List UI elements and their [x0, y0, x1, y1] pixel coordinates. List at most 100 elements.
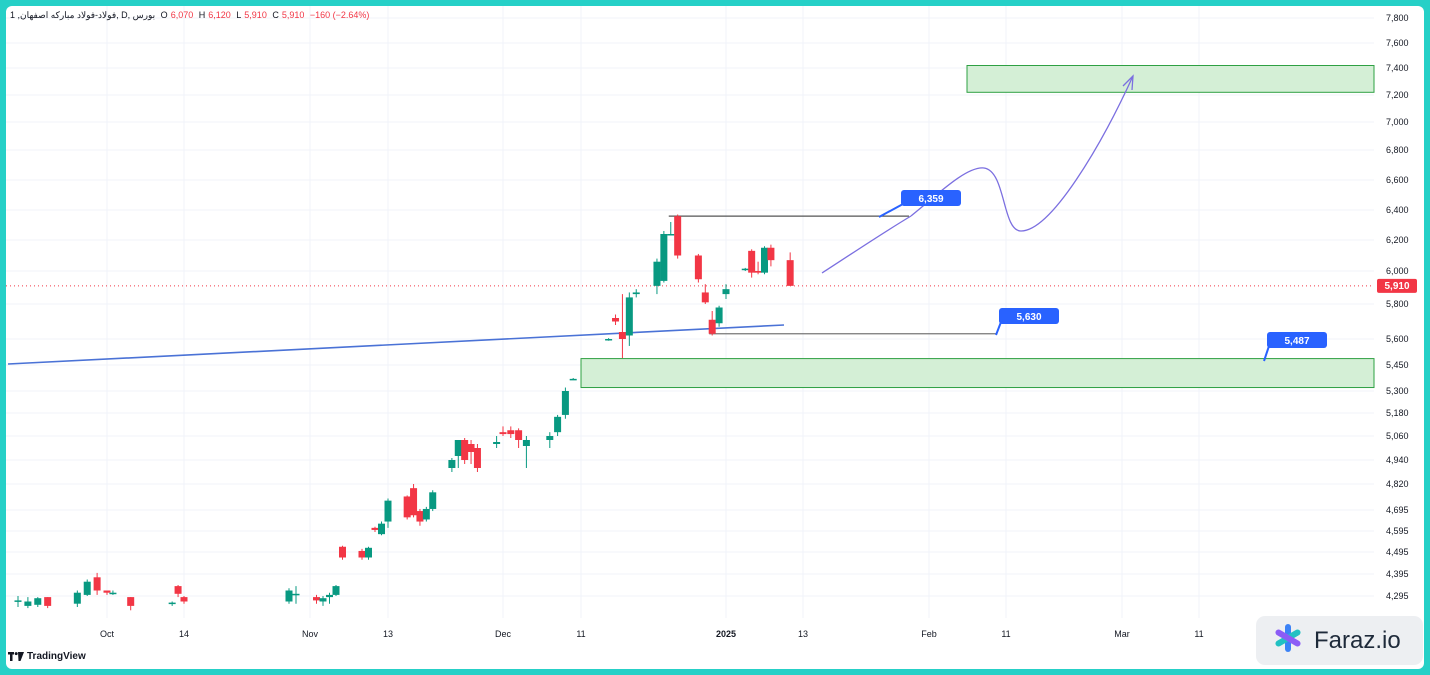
y-tick-label: 7,400 [1386, 63, 1409, 73]
candle-body [103, 590, 111, 593]
supply-demand-zone [580, 358, 1375, 389]
candle-body [561, 391, 569, 415]
x-tick-label: Nov [302, 629, 319, 639]
candle-body [708, 319, 716, 334]
callout-pointer [1263, 345, 1270, 362]
trend-line [7, 324, 785, 365]
candle-body [358, 550, 366, 558]
candle-body [332, 586, 340, 595]
y-tick-label: 5,800 [1386, 299, 1409, 309]
candle-body [422, 508, 430, 520]
y-tick-label: 4,940 [1386, 455, 1409, 465]
y-tick-label: 4,495 [1386, 547, 1409, 557]
candlestick-chart[interactable]: 7,800 7,600 7,400 7,200 7,000 6,800 6,600 6,400… [6, 6, 1424, 669]
candle-body [127, 597, 135, 606]
candle-body [371, 527, 379, 530]
callout-pointer [995, 321, 1002, 336]
candle-body [44, 597, 52, 606]
y-tick-label: 6,200 [1386, 235, 1409, 245]
candle-body [715, 307, 723, 324]
faraz-logo-icon [1272, 622, 1304, 659]
tradingview-icon [8, 652, 24, 661]
y-tick-label: 5,450 [1386, 360, 1409, 370]
candle-body [569, 378, 577, 381]
candle-body [73, 592, 81, 604]
candle-body [467, 444, 475, 452]
candle-body [722, 289, 730, 295]
candle-body [667, 234, 675, 236]
price-callout-box [999, 308, 1059, 324]
x-tick-label: Oct [100, 629, 115, 639]
faraz-watermark: Faraz.io [1256, 616, 1423, 665]
candle-body [754, 271, 762, 273]
y-tick-label: 6,000 [1386, 266, 1409, 276]
candle-body [429, 492, 437, 509]
candle-body [461, 440, 469, 460]
x-tick-label: 2025 [716, 629, 736, 639]
projection-path-2 [910, 75, 1134, 232]
x-tick-label: Mar [1114, 629, 1130, 639]
symbol-name: 1 ,فولاد-فولاد مبارکه اصفهان, D, بورس [10, 10, 156, 20]
candle-body [416, 511, 424, 522]
candle-body [326, 594, 333, 598]
price-callout-box [901, 190, 961, 206]
y-tick-label: 6,600 [1386, 175, 1409, 185]
candle-body [625, 297, 633, 336]
candle-body [493, 442, 501, 444]
candle-body [499, 432, 507, 435]
candle-body [786, 260, 794, 286]
last-price-label: 5,910 [1384, 281, 1409, 292]
supply-demand-zone [966, 65, 1375, 93]
candle-body [653, 261, 661, 286]
candle-body [612, 318, 620, 322]
candle-body [546, 436, 554, 440]
candle-body [515, 430, 523, 440]
y-tick-label: 7,200 [1386, 90, 1409, 100]
low-value: 5,910 [244, 10, 267, 20]
candle-body [384, 500, 392, 522]
y-tick-label: 7,000 [1386, 117, 1409, 127]
candle-body [632, 292, 640, 295]
open-value: 6,070 [170, 10, 194, 20]
candle-body [741, 268, 749, 271]
candle-body [403, 496, 411, 518]
y-tick-label: 6,400 [1386, 205, 1409, 215]
tradingview-logo[interactable]: TradingView [8, 651, 86, 662]
x-tick-label: 11 [1194, 629, 1203, 639]
price-callout-box [1267, 332, 1327, 348]
change-value: −160 (−2.64%) [309, 10, 370, 20]
candle-body [180, 597, 188, 602]
high-value: 6,120 [208, 10, 231, 20]
y-tick-label: 4,395 [1386, 569, 1409, 579]
candle-body [554, 416, 562, 433]
x-tick-label: 13 [383, 629, 393, 639]
candle-body [109, 592, 117, 595]
candle-body [313, 597, 320, 601]
candle-body [522, 440, 530, 446]
candle-body [174, 586, 182, 594]
candle-body [410, 488, 418, 516]
candle-body [285, 590, 293, 602]
y-tick-label: 5,300 [1386, 386, 1409, 396]
candle-body [319, 598, 327, 602]
chart-frame: 7,800 7,600 7,400 7,200 7,000 6,800 6,600 6,400… [6, 6, 1424, 669]
candle-body [365, 547, 372, 558]
candle-body [618, 332, 626, 339]
projection-path-1 [821, 215, 912, 274]
candle-body [93, 577, 101, 591]
projection-arrowhead [1122, 74, 1134, 91]
candle-body [674, 216, 682, 256]
x-tick-label: 11 [576, 629, 585, 639]
x-tick-label: 13 [798, 629, 808, 639]
candle-body [292, 593, 300, 596]
candle-body [454, 440, 462, 456]
tradingview-text: TradingView [27, 651, 86, 662]
x-tick-label: Feb [921, 629, 937, 639]
candle-body [660, 234, 668, 281]
candle-body [767, 247, 775, 261]
candle-body [14, 600, 22, 602]
price-callout-label: 5,630 [1016, 312, 1041, 323]
x-tick-label: Dec [495, 629, 512, 639]
y-tick-label: 5,060 [1386, 431, 1409, 441]
